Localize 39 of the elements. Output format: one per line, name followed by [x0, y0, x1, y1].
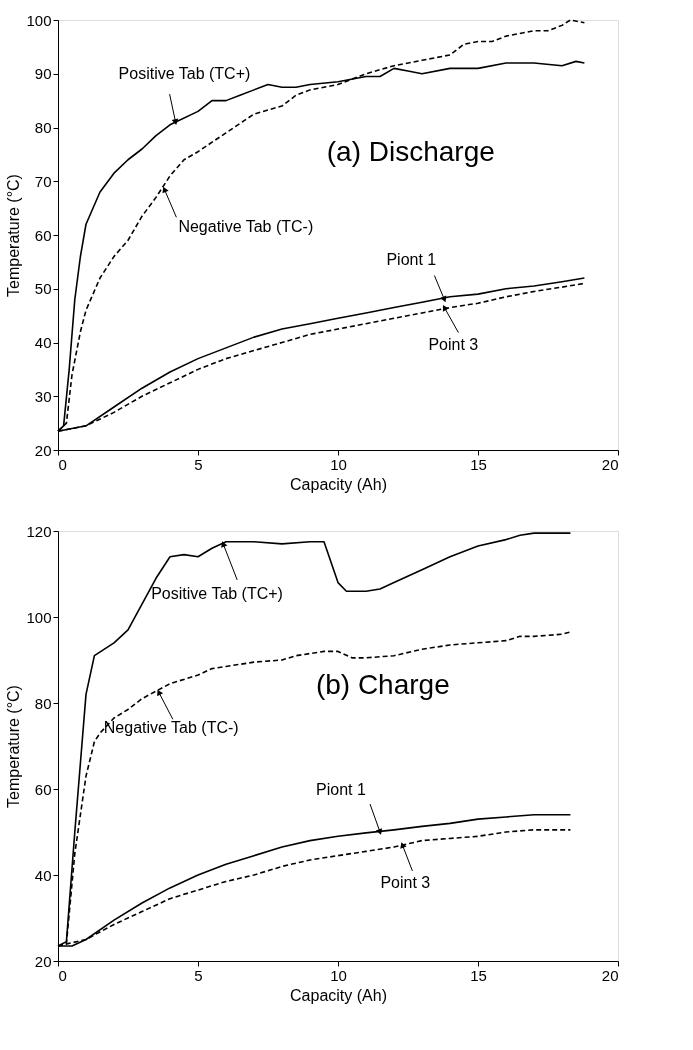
x-tick-label: 5: [194, 455, 203, 473]
x-tick-label: 10: [330, 966, 347, 984]
y-tick-label: 80: [34, 119, 52, 136]
y-tick-label: 120: [26, 522, 52, 540]
annotation: Negative Tab (TC-): [103, 719, 239, 737]
annotation: Point 3: [380, 873, 431, 891]
y-tick-label: 100: [26, 608, 52, 626]
annotation: (a) Discharge: [326, 136, 495, 168]
annotation: Positive Tab (TC+): [118, 65, 251, 83]
x-tick-label: 5: [194, 966, 203, 984]
annotation: (b) Charge: [315, 668, 450, 700]
annotation: Point 3: [428, 335, 479, 353]
x-tick-label: 20: [601, 455, 619, 473]
y-axis-title: Temperature (°C): [5, 174, 23, 297]
y-tick-label: 50: [34, 280, 52, 298]
annotation: Positive Tab (TC+): [151, 584, 283, 602]
annotation: Negative Tab (TC-): [178, 218, 314, 236]
x-axis-title: Capacity (Ah): [290, 986, 387, 1004]
y-tick-label: 40: [34, 334, 52, 351]
y-tick-label: 20: [34, 952, 52, 970]
annotation: Piont 1: [386, 250, 437, 268]
annotation: Piont 1: [316, 781, 366, 798]
y-axis-title: Temperature (°C): [5, 685, 23, 808]
y-tick-label: 90: [34, 65, 52, 83]
y-tick-label: 60: [34, 226, 52, 244]
x-tick-label: 0: [58, 455, 67, 473]
y-tick-label: 80: [34, 694, 52, 712]
x-tick-label: 10: [330, 455, 347, 473]
y-tick-label: 60: [34, 780, 52, 798]
y-tick-label: 70: [34, 172, 52, 190]
x-tick-label: 20: [601, 966, 619, 984]
x-axis-title: Capacity (Ah): [290, 475, 387, 493]
x-tick-label: 15: [470, 966, 487, 984]
y-tick-label: 20: [34, 441, 52, 459]
x-tick-label: 0: [58, 966, 67, 984]
y-tick-label: 30: [34, 387, 52, 405]
y-tick-label: 40: [34, 866, 52, 884]
x-tick-label: 15: [470, 455, 487, 473]
y-tick-label: 100: [26, 11, 52, 29]
